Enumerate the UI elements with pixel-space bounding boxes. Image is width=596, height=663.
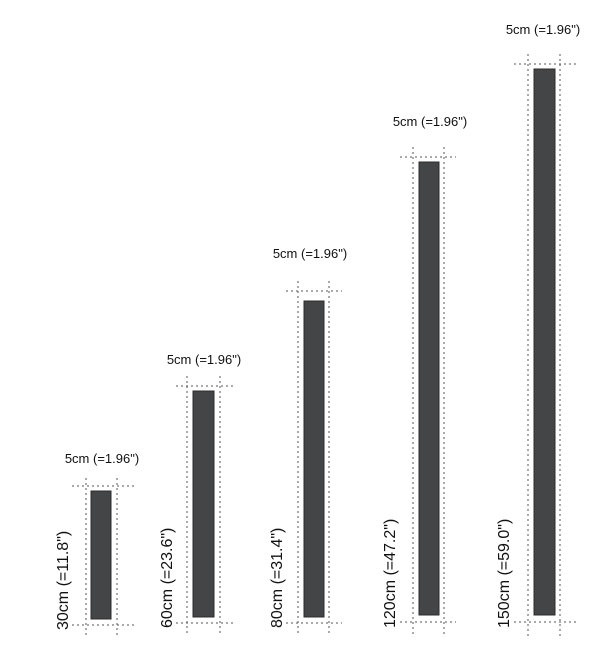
bar xyxy=(192,390,215,618)
height-label: 60cm (=23.6") xyxy=(159,528,176,628)
width-label: 5cm (=1.96") xyxy=(393,114,467,129)
height-label: 30cm (=11.8") xyxy=(55,531,72,630)
height-label: 120cm (=47.2") xyxy=(382,519,399,628)
product-80cm: 5cm (=1.96") 80cm (=31.4") xyxy=(269,246,347,636)
bar xyxy=(90,490,112,620)
height-label: 150cm (=59.0") xyxy=(496,519,513,628)
bar xyxy=(418,161,440,616)
width-label: 5cm (=1.96") xyxy=(506,22,580,37)
width-label: 5cm (=1.96") xyxy=(65,451,139,466)
product-150cm: 5cm (=1.96") 150cm (=59.0") xyxy=(496,22,580,636)
width-label: 5cm (=1.96") xyxy=(273,246,347,261)
product-30cm: 5cm (=1.96") 30cm (=11.8") xyxy=(55,451,139,638)
product-60cm: 5cm (=1.96") 60cm (=23.6") xyxy=(159,352,241,636)
width-label: 5cm (=1.96") xyxy=(167,352,241,367)
bar xyxy=(303,300,325,618)
bar xyxy=(533,68,556,616)
product-120cm: 5cm (=1.96") 120cm (=47.2") xyxy=(382,114,467,636)
height-label: 80cm (=31.4") xyxy=(269,528,286,628)
